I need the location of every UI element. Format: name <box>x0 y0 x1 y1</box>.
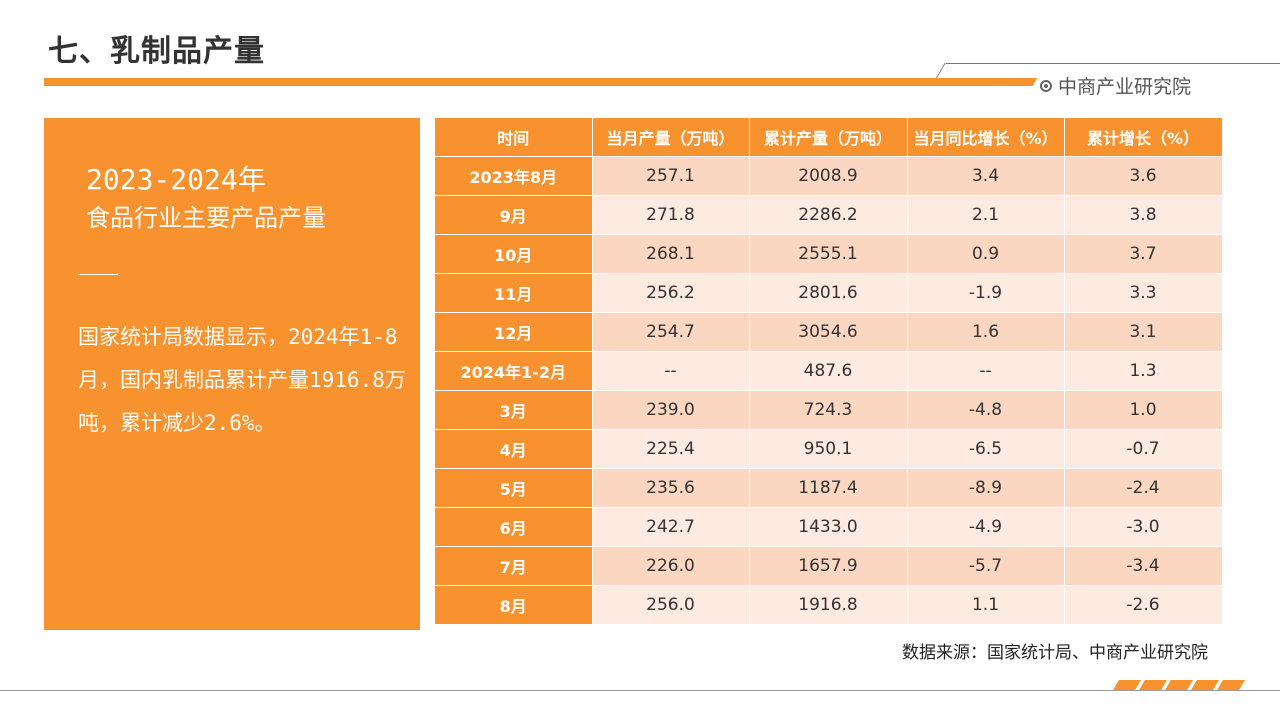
row-period-cell: 5月 <box>435 468 593 508</box>
table-cell: 1.1 <box>907 585 1065 624</box>
table-cell: 950.1 <box>749 429 908 469</box>
table-cell: 2801.6 <box>749 273 908 313</box>
table-cell: -8.9 <box>907 468 1065 508</box>
table-cell: -3.4 <box>1064 546 1223 586</box>
panel-subheading: 食品行业主要产品产量 <box>86 204 326 232</box>
table-cell: 487.6 <box>749 351 908 391</box>
row-period-cell: 11月 <box>435 273 593 313</box>
table-cell: 0.9 <box>907 234 1065 274</box>
table-cell: 3054.6 <box>749 312 908 352</box>
table-row: 8月 256.0 1916.8 1.1 -2.6 <box>435 585 1223 624</box>
table-cell: 1657.9 <box>749 546 908 586</box>
table-cell: 1187.4 <box>749 468 908 508</box>
header-divider-slash <box>935 63 946 79</box>
table-cell: 256.0 <box>592 585 750 624</box>
production-table: 时间 当月产量（万吨） 累计产量（万吨） 当月同比增长（%） 累计增长（%） 2… <box>435 118 1223 624</box>
table-cell: 3.3 <box>1064 273 1223 313</box>
table-cell: 225.4 <box>592 429 750 469</box>
header-cell: 当月同比增长（%） <box>907 118 1065 157</box>
row-period-cell: 4月 <box>435 429 593 469</box>
table-cell: 1.0 <box>1064 390 1223 430</box>
row-period-cell: 3月 <box>435 390 593 430</box>
table-row: 3月 239.0 724.3 -4.8 1.0 <box>435 390 1223 430</box>
table-cell: -1.9 <box>907 273 1065 313</box>
table-row: 9月 271.8 2286.2 2.1 3.8 <box>435 195 1223 235</box>
panel-heading: 2023-2024年 <box>86 163 266 196</box>
table-row: 11月 256.2 2801.6 -1.9 3.3 <box>435 273 1223 313</box>
header-stripes <box>997 78 1038 86</box>
table-cell: 2.1 <box>907 195 1065 235</box>
row-period-cell: 8月 <box>435 585 593 624</box>
row-period-cell: 9月 <box>435 195 593 235</box>
table-cell: 242.7 <box>592 507 750 547</box>
table-row: 10月 268.1 2555.1 0.9 3.7 <box>435 234 1223 274</box>
table-row: 2024年1-2月 -- 487.6 -- 1.3 <box>435 351 1223 391</box>
table-row: 5月 235.6 1187.4 -8.9 -2.4 <box>435 468 1223 508</box>
table-cell: -4.8 <box>907 390 1065 430</box>
table-cell: 271.8 <box>592 195 750 235</box>
brand-name: 中商产业研究院 <box>1058 76 1192 98</box>
page-title: 七、乳制品产量 <box>48 34 265 69</box>
table-cell: 724.3 <box>749 390 908 430</box>
header-cell: 时间 <box>435 118 593 157</box>
table-cell: 257.1 <box>592 156 750 196</box>
table-cell: 3.4 <box>907 156 1065 196</box>
table-cell: -4.9 <box>907 507 1065 547</box>
row-period-cell: 12月 <box>435 312 593 352</box>
header-cell: 当月产量（万吨） <box>592 118 750 157</box>
table-cell: 2008.9 <box>749 156 908 196</box>
table-cell: 3.6 <box>1064 156 1223 196</box>
table-cell: 1916.8 <box>749 585 908 624</box>
table-cell: -2.4 <box>1064 468 1223 508</box>
table-cell: 1433.0 <box>749 507 908 547</box>
table-header-row: 时间 当月产量（万吨） 累计产量（万吨） 当月同比增长（%） 累计增长（%） <box>435 118 1223 157</box>
header-cell: 累计产量（万吨） <box>749 118 908 157</box>
table-cell: 3.1 <box>1064 312 1223 352</box>
table-cell: 3.8 <box>1064 195 1223 235</box>
table-cell: 2555.1 <box>749 234 908 274</box>
summary-panel: 2023-2024年 食品行业主要产品产量 国家统计局数据显示，2024年1-8… <box>44 118 420 630</box>
table-cell: -- <box>907 351 1065 391</box>
row-period-cell: 6月 <box>435 507 593 547</box>
table-cell: -3.0 <box>1064 507 1223 547</box>
brand-logo: 中商产业研究院 <box>1040 72 1191 99</box>
table-cell: 254.7 <box>592 312 750 352</box>
row-period-cell: 10月 <box>435 234 593 274</box>
table-cell: 226.0 <box>592 546 750 586</box>
row-period-cell: 2023年8月 <box>435 156 593 196</box>
data-source-note: 数据来源：国家统计局、中商产业研究院 <box>902 643 1208 663</box>
table-row: 4月 225.4 950.1 -6.5 -0.7 <box>435 429 1223 469</box>
table-cell: 256.2 <box>592 273 750 313</box>
table-row: 6月 242.7 1433.0 -4.9 -3.0 <box>435 507 1223 547</box>
table-cell: -0.7 <box>1064 429 1223 469</box>
table-cell: -- <box>592 351 750 391</box>
panel-divider <box>78 274 118 275</box>
header-cell: 累计增长（%） <box>1064 118 1223 157</box>
footer-divider <box>0 690 1280 691</box>
table-row: 2023年8月 257.1 2008.9 3.4 3.6 <box>435 156 1223 196</box>
table-cell: 268.1 <box>592 234 750 274</box>
table-cell: -2.6 <box>1064 585 1223 624</box>
header-divider <box>946 63 1280 64</box>
table-cell: 239.0 <box>592 390 750 430</box>
row-period-cell: 2024年1-2月 <box>435 351 593 391</box>
table-cell: 1.3 <box>1064 351 1223 391</box>
table-cell: 3.7 <box>1064 234 1223 274</box>
panel-description: 国家统计局数据显示，2024年1-8月，国内乳制品累计产量1916.8万吨，累计… <box>78 325 406 435</box>
brand-circle-icon <box>1040 79 1052 92</box>
footer-stripes <box>1113 680 1245 690</box>
table-cell: 2286.2 <box>749 195 908 235</box>
table-row: 7月 226.0 1657.9 -5.7 -3.4 <box>435 546 1223 586</box>
row-period-cell: 7月 <box>435 546 593 586</box>
table-cell: 1.6 <box>907 312 1065 352</box>
title-underline-bar <box>44 78 1030 86</box>
table-cell: 235.6 <box>592 468 750 508</box>
table-cell: -6.5 <box>907 429 1065 469</box>
table-row: 12月 254.7 3054.6 1.6 3.1 <box>435 312 1223 352</box>
table-cell: -5.7 <box>907 546 1065 586</box>
